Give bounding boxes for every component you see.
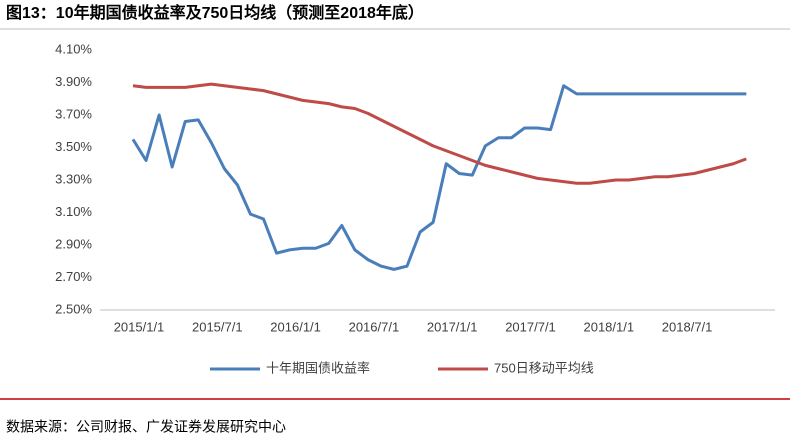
- y-tick-label: 4.10%: [55, 41, 92, 56]
- x-tick-label: 2017/7/1: [505, 319, 556, 334]
- chart-title: 图13：10年期国债收益率及750日均线（预测至2018年底）: [6, 3, 424, 22]
- y-tick-label: 2.50%: [55, 301, 92, 316]
- x-tick-label: 2016/1/1: [270, 319, 321, 334]
- y-tick-label: 3.50%: [55, 139, 92, 154]
- series-line: [131, 84, 747, 271]
- series-line: [132, 82, 747, 185]
- x-tick-label: 2015/1/1: [114, 319, 165, 334]
- y-tick-label: 3.10%: [55, 204, 92, 219]
- y-tick-label: 3.90%: [55, 74, 92, 89]
- source: 数据来源：公司财报、广发证券发展研究中心: [6, 419, 286, 435]
- y-tick-label: 3.30%: [55, 171, 92, 186]
- y-tick-label: 2.70%: [55, 269, 92, 284]
- legend-label: 750日移动平均线: [494, 360, 594, 375]
- x-tick-label: 2017/1/1: [427, 319, 478, 334]
- legend-label: 十年期国债收益率: [266, 360, 370, 375]
- x-tick-label: 2016/7/1: [349, 319, 400, 334]
- x-tick-label: 2018/1/1: [583, 319, 634, 334]
- x-tick-label: 2015/7/1: [192, 319, 243, 334]
- y-tick-label: 2.90%: [55, 236, 92, 251]
- x-tick-label: 2018/7/1: [662, 319, 713, 334]
- y-tick-label: 3.70%: [55, 106, 92, 121]
